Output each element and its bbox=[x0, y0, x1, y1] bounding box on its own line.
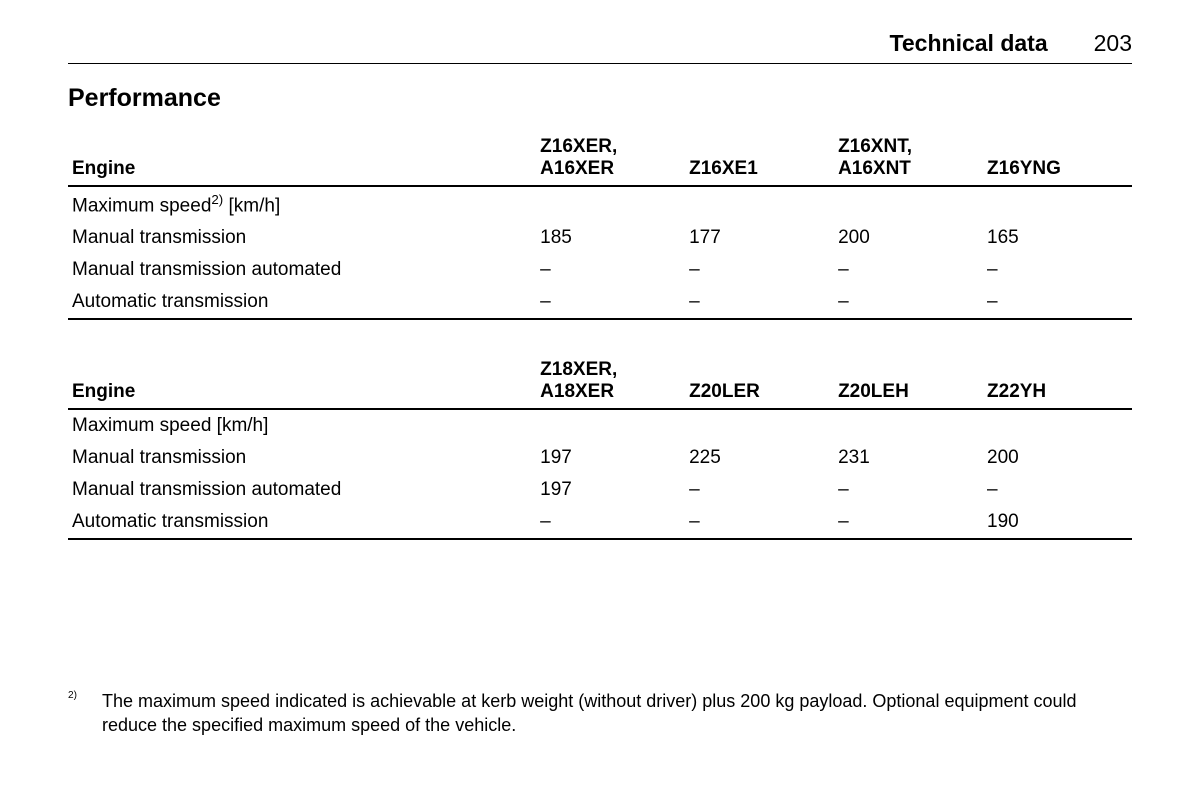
cell bbox=[685, 186, 834, 222]
table-row: Automatic transmission–––190 bbox=[68, 506, 1132, 539]
cell: – bbox=[983, 286, 1132, 319]
table1-engine-col-2: Z16XNT, A16XNT bbox=[834, 131, 983, 186]
table-row: Manual transmission197225231200 bbox=[68, 442, 1132, 474]
table-row: Manual transmission automated197––– bbox=[68, 474, 1132, 506]
table1-header-label: Engine bbox=[68, 131, 536, 186]
page: Technical data 203 Performance Engine Z1… bbox=[0, 0, 1200, 767]
cell: 185 bbox=[536, 222, 685, 254]
table2-engine-col-1: Z20LER bbox=[685, 354, 834, 409]
row-label: Maximum speed2) [km/h] bbox=[68, 186, 536, 222]
table-row: Maximum speed [km/h] bbox=[68, 409, 1132, 442]
table2-header-label: Engine bbox=[68, 354, 536, 409]
table2-body: Maximum speed [km/h]Manual transmission1… bbox=[68, 409, 1132, 539]
cell: 190 bbox=[983, 506, 1132, 539]
table2-engine-col-0: Z18XER, A18XER bbox=[536, 354, 685, 409]
cell bbox=[834, 186, 983, 222]
row-label: Maximum speed [km/h] bbox=[68, 409, 536, 442]
cell: 197 bbox=[536, 442, 685, 474]
cell: – bbox=[685, 506, 834, 539]
cell: 225 bbox=[685, 442, 834, 474]
row-label: Manual transmission automated bbox=[68, 254, 536, 286]
section-title: Performance bbox=[68, 84, 1132, 113]
cell: – bbox=[685, 474, 834, 506]
table-row: Manual transmission automated–––– bbox=[68, 254, 1132, 286]
table1-engine-col-0: Z16XER, A16XER bbox=[536, 131, 685, 186]
cell bbox=[536, 186, 685, 222]
table2-engine-col-3: Z22YH bbox=[983, 354, 1132, 409]
table-row: Maximum speed2) [km/h] bbox=[68, 186, 1132, 222]
cell: – bbox=[834, 286, 983, 319]
performance-table-2: Engine Z18XER, A18XER Z20LER Z20LEH Z22Y… bbox=[68, 354, 1132, 540]
performance-table-1: Engine Z16XER, A16XER Z16XE1 Z16XNT, A16… bbox=[68, 131, 1132, 320]
footnote: 2) The maximum speed indicated is achiev… bbox=[68, 690, 1132, 737]
table-spacer bbox=[68, 320, 1132, 354]
footnote-marker: 2) bbox=[68, 690, 102, 737]
cell: – bbox=[983, 474, 1132, 506]
cell: 200 bbox=[834, 222, 983, 254]
cell: 231 bbox=[834, 442, 983, 474]
cell bbox=[536, 409, 685, 442]
cell: – bbox=[685, 286, 834, 319]
row-label: Automatic transmission bbox=[68, 286, 536, 319]
cell: – bbox=[834, 474, 983, 506]
row-label: Manual transmission bbox=[68, 442, 536, 474]
cell bbox=[983, 409, 1132, 442]
cell bbox=[834, 409, 983, 442]
cell: 165 bbox=[983, 222, 1132, 254]
cell: – bbox=[536, 254, 685, 286]
footnote-text: The maximum speed indicated is achievabl… bbox=[102, 690, 1132, 737]
running-header: Technical data 203 bbox=[68, 30, 1132, 64]
cell bbox=[685, 409, 834, 442]
cell: – bbox=[834, 254, 983, 286]
header-page-number: 203 bbox=[1094, 30, 1132, 57]
cell: – bbox=[685, 254, 834, 286]
table1-body: Maximum speed2) [km/h]Manual transmissio… bbox=[68, 186, 1132, 319]
row-label: Manual transmission bbox=[68, 222, 536, 254]
cell bbox=[983, 186, 1132, 222]
cell: 177 bbox=[685, 222, 834, 254]
table-row: Manual transmission185177200165 bbox=[68, 222, 1132, 254]
table-row: Automatic transmission–––– bbox=[68, 286, 1132, 319]
row-label: Automatic transmission bbox=[68, 506, 536, 539]
table1-engine-col-3: Z16YNG bbox=[983, 131, 1132, 186]
cell: – bbox=[834, 506, 983, 539]
cell: – bbox=[983, 254, 1132, 286]
row-label: Manual transmission automated bbox=[68, 474, 536, 506]
cell: – bbox=[536, 506, 685, 539]
cell: 200 bbox=[983, 442, 1132, 474]
header-title: Technical data bbox=[890, 30, 1048, 57]
table2-engine-col-2: Z20LEH bbox=[834, 354, 983, 409]
cell: – bbox=[536, 286, 685, 319]
table1-engine-col-1: Z16XE1 bbox=[685, 131, 834, 186]
cell: 197 bbox=[536, 474, 685, 506]
